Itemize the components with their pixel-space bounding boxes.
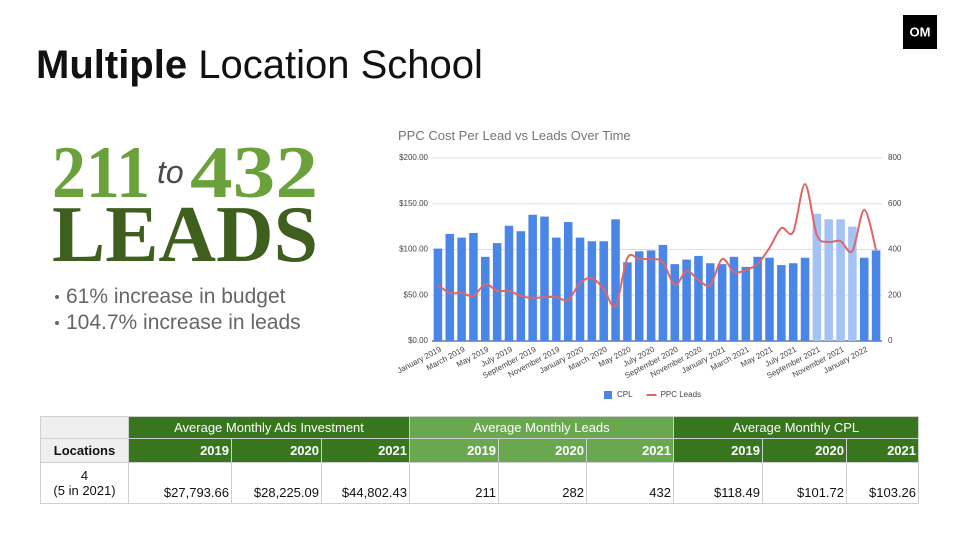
hero-leads: LEADS <box>52 191 318 279</box>
table-value: $118.49 <box>673 462 763 504</box>
bar <box>469 233 478 341</box>
year-header: 2021 <box>586 438 674 463</box>
bar <box>694 255 703 341</box>
bar <box>753 256 762 341</box>
bar <box>540 216 549 341</box>
year-header: 2020 <box>498 438 587 463</box>
group-header: Average Monthly CPL <box>673 416 919 439</box>
bar <box>575 237 585 341</box>
y-tick-label: $100.00 <box>399 245 428 254</box>
table-value: $27,793.66 <box>128 462 232 504</box>
bar <box>765 257 774 341</box>
bar <box>587 241 597 341</box>
year-header: 2021 <box>846 438 919 463</box>
logo-box <box>903 15 937 49</box>
y-tick-label: $0.00 <box>408 336 429 345</box>
bar <box>859 257 869 341</box>
table-value: $103.26 <box>846 462 919 504</box>
bar <box>516 231 526 341</box>
bar <box>871 250 881 341</box>
year-header: 2019 <box>673 438 763 463</box>
bar <box>634 251 644 341</box>
bar <box>445 233 455 341</box>
bar <box>729 256 739 341</box>
bar <box>563 222 573 341</box>
y2-tick-label: 800 <box>888 153 902 162</box>
bar <box>433 248 443 341</box>
y2-tick-label: 200 <box>888 290 902 299</box>
bullet: 104.7% increase in leads <box>66 311 301 334</box>
table-value: $28,225.09 <box>231 462 322 504</box>
group-header: Average Monthly Leads <box>409 416 674 439</box>
bullet-dot <box>55 321 59 325</box>
table-value: $101.72 <box>762 462 847 504</box>
legend-label: CPL <box>617 390 633 399</box>
year-header: 2020 <box>231 438 322 463</box>
legend-label: PPC Leads <box>661 390 701 399</box>
year-header: 2021 <box>321 438 410 463</box>
bar <box>528 214 537 341</box>
bar <box>481 256 490 341</box>
bullet: 61% increase in budget <box>66 285 286 308</box>
y2-tick-label: 0 <box>888 336 893 345</box>
logo: OM <box>910 24 931 39</box>
chart-title: PPC Cost Per Lead vs Leads Over Time <box>398 128 631 143</box>
hero-to-word: to <box>157 154 184 190</box>
location-text: 4 <box>80 468 89 483</box>
bullet-dot <box>55 295 59 299</box>
bar <box>848 226 857 341</box>
table-value: 432 <box>586 462 674 504</box>
bar <box>824 219 833 341</box>
table-value: 282 <box>498 462 587 504</box>
bar <box>504 225 514 341</box>
table-corner <box>40 416 129 439</box>
bar <box>658 244 668 341</box>
table-value: 211 <box>409 462 499 504</box>
title-rest: Location School <box>198 43 483 87</box>
year-header: 2020 <box>762 438 847 463</box>
group-header: Average Monthly Ads Investment <box>128 416 410 439</box>
bar <box>682 259 691 341</box>
bar <box>492 243 502 341</box>
bar <box>788 263 798 341</box>
y2-tick-label: 600 <box>888 199 902 208</box>
year-header: 2019 <box>409 438 499 463</box>
bar <box>646 250 656 341</box>
slide-title: Multiple Location School <box>36 43 483 87</box>
bar <box>670 264 680 341</box>
table-value: $44,802.43 <box>321 462 410 504</box>
title-bold: Multiple <box>36 43 187 87</box>
y2-tick-label: 400 <box>888 245 902 254</box>
row-header: Locations <box>40 438 129 463</box>
bar <box>741 266 751 341</box>
bar <box>812 213 822 341</box>
hero-from: 211 <box>52 132 150 214</box>
bar <box>706 263 715 341</box>
bar <box>552 237 561 341</box>
bar <box>457 237 466 341</box>
bar <box>717 264 727 341</box>
y-tick-label: $200.00 <box>399 153 428 162</box>
line <box>437 183 878 308</box>
y-tick-label: $150.00 <box>399 199 428 208</box>
location-text: (5 in 2021) <box>53 483 116 498</box>
legend-swatch <box>604 391 612 399</box>
y-tick-label: $50.00 <box>404 290 429 299</box>
bar <box>599 241 608 341</box>
year-header: 2019 <box>128 438 232 463</box>
bar <box>836 219 845 341</box>
hero-to: 432 <box>190 132 318 214</box>
bar <box>611 219 620 341</box>
bar <box>800 257 810 341</box>
location-cell: 4 (5 in 2021) <box>40 462 129 504</box>
bar <box>623 262 632 341</box>
bar <box>777 265 786 341</box>
